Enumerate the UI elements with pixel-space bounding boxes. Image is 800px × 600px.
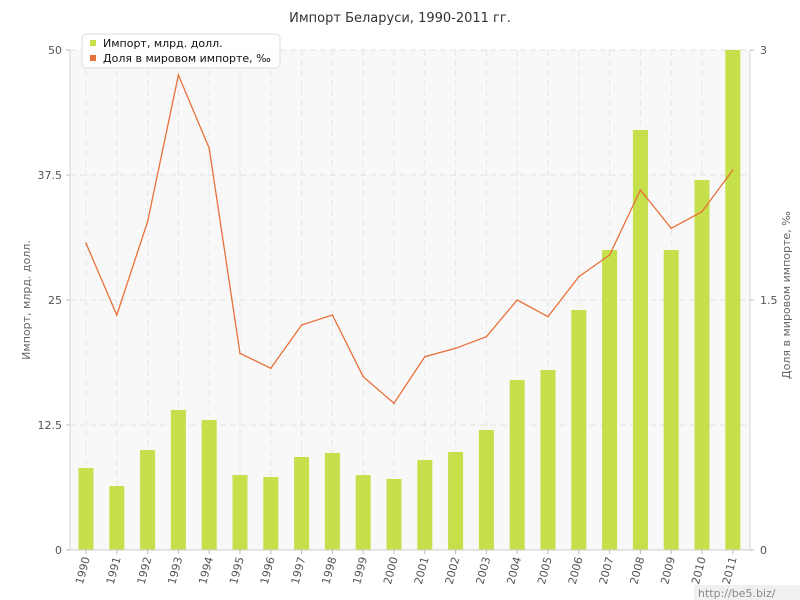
watermark-bg (694, 585, 800, 600)
bar-2008 (632, 130, 648, 550)
x-tick-label: 2008 (627, 555, 647, 585)
bar-1998 (324, 453, 340, 550)
bar-1994 (201, 420, 217, 550)
legend-swatch-import (90, 40, 96, 46)
share-point-1996 (270, 367, 272, 370)
y-axis-title: Импорт, млрд. долл. (20, 240, 33, 360)
share-point-2006 (578, 275, 580, 278)
y2-tick-label: 0 (760, 544, 767, 557)
share-point-2003 (485, 335, 488, 338)
bar-1999 (355, 475, 371, 550)
x-tick-label: 2006 (566, 555, 586, 585)
share-point-2005 (547, 315, 549, 318)
bar-2002 (448, 452, 464, 550)
share-point-1995 (239, 352, 241, 355)
share-point-2008 (639, 189, 642, 191)
share-point-2010 (701, 210, 703, 213)
bar-2006 (571, 310, 587, 550)
bar-2005 (540, 370, 556, 550)
y2-axis-ticks: 01.53 (750, 44, 778, 557)
x-tick-label: 2000 (381, 555, 401, 585)
bar-1997 (294, 457, 310, 550)
share-point-1994 (208, 147, 210, 150)
x-tick-label: 1998 (319, 555, 339, 585)
legend-swatch-share (90, 55, 96, 61)
x-tick-label: 1993 (165, 555, 185, 585)
y2-tick-label: 3 (760, 44, 767, 57)
share-point-2000 (393, 402, 395, 405)
x-tick-label: 1997 (289, 555, 309, 585)
x-tick-label: 1991 (104, 555, 124, 585)
x-tick-label: 2011 (720, 555, 740, 585)
legend-box (81, 33, 281, 69)
x-tick-label: 1994 (196, 555, 216, 585)
x-tick-label: 2007 (597, 555, 617, 585)
bar-2010 (694, 180, 710, 550)
x-tick-label: 2001 (412, 555, 432, 585)
gridlines (70, 49, 750, 551)
bar-2000 (386, 479, 402, 550)
y-tick-label: 12.5 (38, 419, 63, 432)
legend: Импорт, млрд. долл. Доля в мировом импор… (81, 33, 281, 69)
share-point-1993 (177, 74, 180, 76)
y-tick-label: 50 (48, 44, 62, 57)
bar-2001 (417, 460, 433, 550)
y-tick-label: 25 (48, 294, 62, 307)
bar-2011 (725, 50, 741, 550)
x-tick-label: 2002 (443, 555, 463, 585)
bar-1993 (170, 410, 186, 550)
share-point-2007 (608, 254, 611, 256)
y-tick-label: 37.5 (38, 169, 63, 182)
share-point-1992 (146, 220, 149, 223)
x-tick-label: 2009 (658, 555, 678, 585)
share-point-2002 (454, 347, 457, 350)
legend-label-share: Доля в мировом импорте, ‰ (103, 52, 271, 65)
share-point-2011 (732, 169, 734, 171)
legend-label-import: Импорт, млрд. долл. (103, 37, 223, 50)
y-axis-ticks: 0 12.5 25 37.5 50 (38, 44, 70, 557)
y2-tick-label: 1.5 (760, 294, 778, 307)
share-point-1991 (116, 314, 118, 316)
bar-1990 (78, 468, 94, 550)
x-tick-label: 2005 (535, 555, 555, 585)
line-series (85, 72, 734, 405)
x-tick-label: 1995 (227, 555, 247, 585)
chart-title: Импорт Беларуси, 1990-2011 гг. (289, 11, 511, 26)
watermark: http://be5.biz/ (698, 587, 776, 600)
share-point-1999 (362, 375, 365, 378)
y2-axis-title: Доля в мировом импорте, ‰ (780, 211, 793, 379)
bar-2004 (509, 380, 525, 550)
bar-2003 (478, 430, 494, 550)
share-point-1998 (331, 314, 334, 316)
bar-1995 (232, 475, 248, 550)
share-point-1990 (85, 242, 87, 245)
x-tick-label: 1996 (258, 555, 278, 585)
bar-1992 (140, 450, 156, 550)
share-point-2001 (424, 355, 426, 358)
share-line (85, 72, 734, 405)
share-point-1997 (300, 324, 303, 326)
x-tick-label: 1992 (135, 555, 155, 585)
share-point-2004 (516, 299, 518, 301)
bar-1991 (109, 486, 125, 550)
bar-1996 (263, 477, 279, 550)
x-tick-label: 2010 (689, 555, 709, 585)
y-tick-label: 0 (55, 544, 62, 557)
bar-series (78, 50, 741, 550)
x-tick-label: 2004 (504, 555, 524, 585)
x-tick-label: 2003 (473, 555, 493, 585)
x-axis-ticks: 1990 1991 1992 1993 1994 1995 1996 1997 1998 1999… (73, 550, 740, 586)
x-tick-label: 1999 (350, 555, 370, 585)
bar-2009 (663, 250, 679, 550)
x-tick-label: 1990 (73, 555, 93, 585)
share-point-2009 (670, 227, 672, 230)
bar-2007 (602, 250, 618, 550)
